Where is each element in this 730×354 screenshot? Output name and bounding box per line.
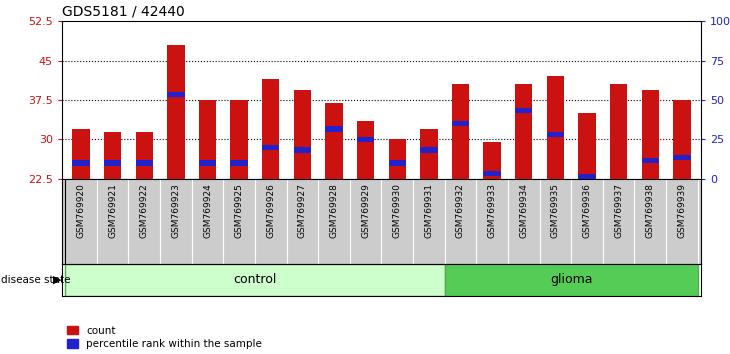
Text: control: control	[234, 273, 277, 286]
Bar	[483, 171, 501, 176]
Text: GDS5181 / 42440: GDS5181 / 42440	[62, 5, 185, 19]
Bar	[578, 173, 596, 179]
Bar	[452, 121, 469, 126]
Text: GSM769926: GSM769926	[266, 183, 275, 238]
Text: GSM769931: GSM769931	[424, 183, 434, 238]
Bar	[515, 84, 532, 179]
Text: GSM769935: GSM769935	[551, 183, 560, 238]
Text: GSM769922: GSM769922	[139, 183, 149, 238]
Bar	[642, 90, 659, 179]
Bar	[515, 108, 532, 113]
Bar	[357, 121, 374, 179]
Bar	[293, 147, 311, 153]
Bar	[136, 132, 153, 179]
Bar	[326, 126, 342, 131]
Bar	[231, 160, 247, 166]
Bar	[199, 100, 216, 179]
Text: disease state: disease state	[1, 275, 70, 285]
Text: GSM769929: GSM769929	[361, 183, 370, 238]
Bar	[610, 181, 627, 187]
Bar	[578, 113, 596, 179]
Bar	[547, 76, 564, 179]
Text: GSM769923: GSM769923	[172, 183, 180, 238]
Bar	[673, 100, 691, 179]
Text: GSM769928: GSM769928	[329, 183, 339, 238]
Bar	[262, 145, 280, 150]
Bar	[388, 139, 406, 179]
Bar	[262, 79, 280, 179]
Bar	[293, 90, 311, 179]
Text: GSM769934: GSM769934	[519, 183, 529, 238]
Bar	[673, 155, 691, 160]
Bar	[420, 129, 437, 179]
Bar	[72, 129, 90, 179]
Bar	[199, 160, 216, 166]
Bar	[357, 137, 374, 142]
Bar	[483, 142, 501, 179]
Bar	[388, 160, 406, 166]
Bar	[136, 160, 153, 166]
Bar	[420, 147, 437, 153]
Text: GSM769920: GSM769920	[77, 183, 85, 238]
Bar	[231, 100, 247, 179]
Text: glioma: glioma	[550, 273, 593, 286]
Legend: count, percentile rank within the sample: count, percentile rank within the sample	[67, 326, 262, 349]
Bar	[547, 131, 564, 137]
Text: GSM769927: GSM769927	[298, 183, 307, 238]
Text: GSM769921: GSM769921	[108, 183, 117, 238]
Text: GSM769938: GSM769938	[646, 183, 655, 238]
Text: GSM769930: GSM769930	[393, 183, 402, 238]
Text: GSM769932: GSM769932	[456, 183, 465, 238]
Bar	[326, 103, 342, 179]
Text: GSM769937: GSM769937	[614, 183, 623, 238]
Bar	[452, 84, 469, 179]
Bar	[642, 158, 659, 163]
Bar	[167, 92, 185, 97]
Bar	[72, 160, 90, 166]
Text: ▶: ▶	[53, 275, 62, 285]
Bar	[610, 84, 627, 179]
Text: GSM769924: GSM769924	[203, 183, 212, 238]
Text: GSM769933: GSM769933	[488, 183, 496, 238]
Bar	[104, 132, 121, 179]
Text: GSM769925: GSM769925	[234, 183, 244, 238]
Bar	[65, 264, 445, 296]
Bar	[445, 264, 698, 296]
Bar	[167, 45, 185, 179]
Text: GSM769939: GSM769939	[677, 183, 686, 238]
Bar	[104, 160, 121, 166]
Text: GSM769936: GSM769936	[583, 183, 591, 238]
